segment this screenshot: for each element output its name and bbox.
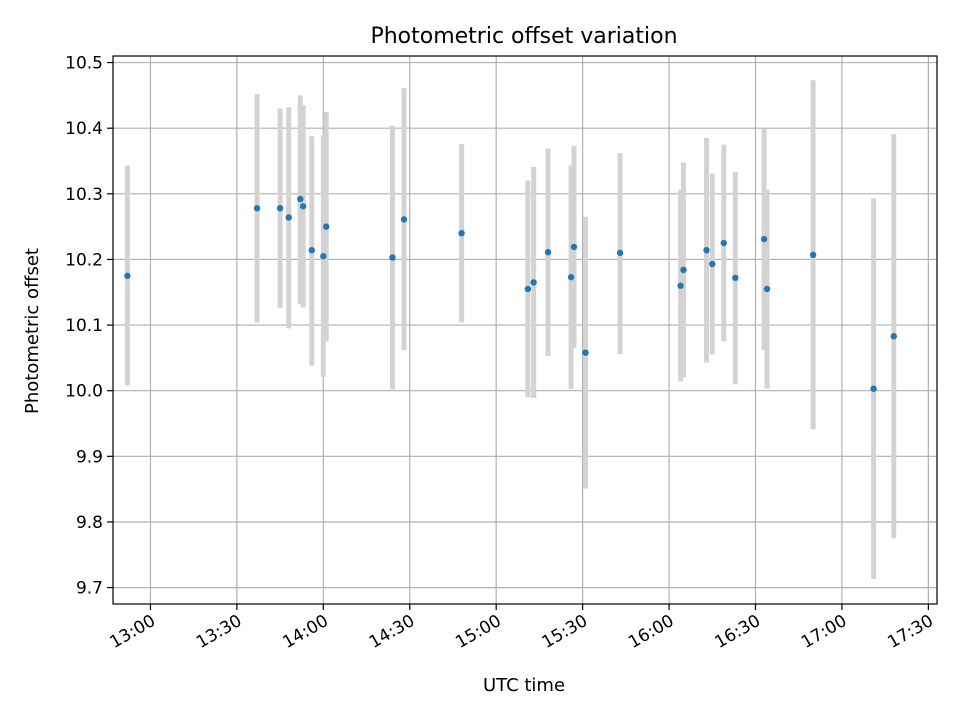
data-point (544, 249, 552, 256)
data-point (323, 223, 330, 230)
x-tick-label: 13:30 (193, 611, 245, 653)
data-point (763, 285, 771, 293)
y-tick-label: 10.3 (65, 185, 103, 205)
data-point (709, 260, 716, 268)
data-point (285, 214, 292, 221)
y-tick-label: 10.4 (65, 119, 103, 139)
data-point (320, 252, 327, 260)
data-point (809, 251, 817, 259)
data-points (124, 195, 897, 392)
data-point (890, 333, 897, 340)
y-tick-label: 9.8 (76, 513, 103, 533)
data-point (299, 203, 307, 210)
chart-title: Photometric offset variation (370, 24, 677, 49)
error-bars (124, 80, 897, 580)
data-point (400, 216, 408, 223)
data-point (567, 273, 575, 281)
x-tick-label: 17:30 (884, 611, 936, 653)
data-point (870, 385, 877, 392)
y-tick-label: 10.0 (65, 382, 103, 402)
data-point (530, 279, 537, 286)
data-point (720, 239, 727, 247)
x-tick-label: 17:00 (798, 611, 850, 653)
x-tick-label: 15:00 (452, 611, 504, 653)
y-axis-label: Photometric offset (22, 248, 43, 414)
data-point (570, 243, 578, 251)
grid-lines (113, 56, 937, 604)
data-point (276, 205, 284, 212)
y-axis-ticks: 9.7 9.8 9.9 10.0 10.1 10.2 10.3 10.4 10.5 (65, 54, 113, 599)
data-point (253, 205, 261, 212)
x-tick-label: 16:00 (625, 611, 677, 653)
data-point (458, 229, 465, 237)
x-tick-label: 14:00 (279, 611, 331, 653)
plot-frame (112, 55, 938, 605)
y-tick-label: 10.1 (65, 316, 103, 336)
x-tick-label: 14:30 (366, 611, 418, 653)
data-point (703, 247, 710, 254)
data-point (524, 285, 532, 293)
data-point (582, 349, 589, 356)
x-tick-label: 13:00 (107, 611, 159, 653)
data-point (677, 282, 684, 289)
data-point (308, 247, 315, 254)
y-tick-label: 9.7 (76, 579, 103, 599)
x-axis-ticks: 13:00 13:30 14:00 14:30 15:00 15:30 16:00 16:30… (107, 604, 937, 653)
data-point (616, 249, 624, 257)
data-point (680, 266, 687, 274)
data-point (389, 254, 396, 261)
data-point (732, 274, 739, 282)
data-point (760, 235, 768, 243)
x-axis-label: UTC time (483, 675, 565, 696)
y-tick-label: 10.5 (65, 54, 103, 74)
y-tick-label: 9.9 (76, 447, 103, 467)
data-point (297, 195, 304, 203)
x-tick-label: 15:30 (539, 611, 591, 653)
data-point (124, 272, 131, 280)
x-tick-label: 16:30 (712, 611, 764, 653)
y-tick-label: 10.2 (65, 250, 103, 270)
